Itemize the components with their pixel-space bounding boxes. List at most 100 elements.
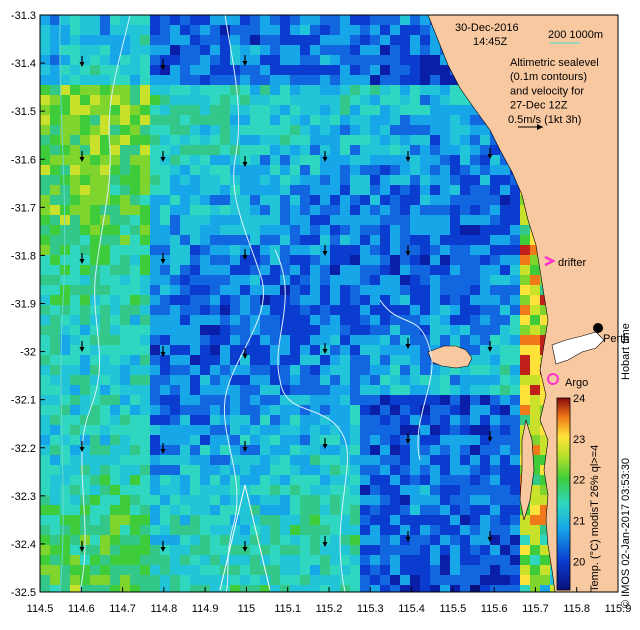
sst-cell [220, 255, 231, 266]
sst-cell [380, 245, 391, 256]
sst-cell [420, 265, 431, 276]
sst-cell [340, 135, 351, 146]
sst-cell [370, 385, 381, 396]
sst-cell [430, 245, 441, 256]
sst-cell [140, 85, 151, 96]
sst-cell [400, 275, 411, 286]
sst-cell [300, 275, 311, 286]
sst-cell [330, 225, 341, 236]
sst-cell [450, 415, 461, 426]
sst-cell [420, 405, 431, 416]
sst-cell [310, 525, 321, 536]
sst-cell [360, 115, 371, 126]
sst-cell [330, 515, 341, 526]
sst-cell [440, 315, 451, 326]
sst-cell [50, 275, 61, 286]
sst-cell [190, 365, 201, 376]
sst-cell [400, 125, 411, 136]
sst-cell [420, 585, 431, 592]
sst-cell [530, 475, 541, 486]
sst-cell [150, 185, 161, 196]
sst-cell [450, 215, 461, 226]
sst-cell [510, 405, 521, 416]
sst-cell [390, 315, 401, 326]
sst-cell [370, 105, 381, 116]
sst-cell [290, 225, 301, 236]
velocity-arrowhead [405, 439, 411, 444]
sst-cell [220, 235, 231, 246]
contour-line [274, 249, 348, 592]
sst-cell [150, 265, 161, 276]
sst-cell [40, 115, 51, 126]
sst-cell [290, 15, 301, 26]
sst-cell [340, 515, 351, 526]
sst-cell [230, 85, 241, 96]
sst-cell [100, 355, 111, 366]
velocity-arrowhead [405, 157, 411, 162]
sst-cell [370, 355, 381, 366]
sst-cell [60, 455, 71, 466]
sst-cell [210, 245, 221, 256]
sst-cell [510, 435, 521, 446]
sst-cell [100, 445, 111, 456]
sst-cell [410, 215, 421, 226]
sst-cell [440, 455, 451, 466]
sst-cell [380, 55, 391, 66]
sst-cell [70, 435, 81, 446]
sst-cell [460, 115, 471, 126]
sst-cell [60, 105, 71, 116]
sst-cell [140, 415, 151, 426]
sst-cell [280, 275, 291, 286]
sst-cell [50, 475, 61, 486]
sst-cell [190, 15, 201, 26]
sst-cell [490, 215, 501, 226]
sst-cell [500, 335, 511, 346]
sst-cell [150, 45, 161, 56]
sst-cell [360, 465, 371, 476]
sst-cell [350, 185, 361, 196]
sst-cell [100, 535, 111, 546]
sst-cell [510, 235, 521, 246]
sst-cell [260, 505, 271, 516]
sst-cell [50, 195, 61, 206]
sst-cell [50, 495, 61, 506]
sst-cell [40, 155, 51, 166]
sst-cell [500, 315, 511, 326]
sst-cell [130, 295, 141, 306]
sst-cell [370, 285, 381, 296]
velocity-arrowhead [322, 349, 328, 354]
sst-cell [340, 405, 351, 416]
sst-cell [110, 415, 121, 426]
argo-label: Argo [565, 377, 588, 389]
sst-cell [140, 275, 151, 286]
sst-cell [530, 285, 541, 296]
sst-cell [150, 325, 161, 336]
sst-cell [500, 215, 511, 226]
sst-cell [200, 515, 211, 526]
sst-cell [130, 285, 141, 296]
sst-cell [70, 225, 81, 236]
x-tick-label: 114.7 [109, 603, 136, 615]
sst-cell [490, 335, 501, 346]
sst-cell [380, 135, 391, 146]
sst-cell [70, 445, 81, 456]
sst-cell [430, 165, 441, 176]
sst-cell [60, 365, 71, 376]
sst-cell [250, 465, 261, 476]
sst-cell [150, 245, 161, 256]
sst-cell [140, 305, 151, 316]
sst-cell [460, 555, 471, 566]
x-tick-label: 115.6 [481, 603, 508, 615]
sst-cell [320, 295, 331, 306]
sst-cell [270, 75, 281, 86]
sst-cell [500, 355, 511, 366]
sst-cell [360, 515, 371, 526]
sst-cell [50, 15, 61, 26]
sst-cell [470, 245, 481, 256]
velocity-arrowhead [405, 537, 411, 542]
y-tick-label: -32.2 [11, 443, 36, 455]
sst-cell [520, 235, 531, 246]
sst-cell [350, 155, 361, 166]
sst-cell [340, 265, 351, 276]
sst-cell [260, 395, 271, 406]
